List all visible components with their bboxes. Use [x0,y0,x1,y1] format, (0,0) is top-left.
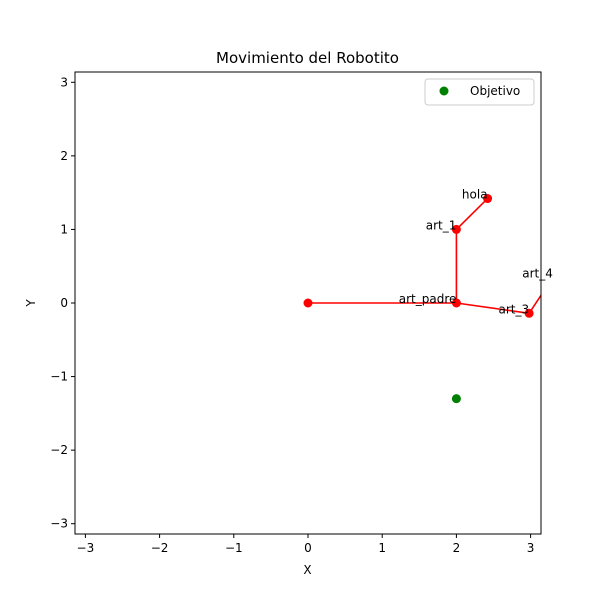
y-tick-label: 0 [60,296,68,310]
y-axis-label: Y [24,299,38,308]
legend-box [424,78,535,106]
robot-joint [483,194,493,204]
joint-labels: art_padre art_1 hola art_3 art_4 [399,188,553,317]
joint-label: art_3 [498,302,529,316]
y-tick-label: 2 [60,149,68,163]
joint-label: art_4 [522,266,553,280]
x-axis-label: X [303,563,311,577]
x-tick-label: 0 [304,541,312,555]
robot-joints [303,194,534,404]
robot-links [308,197,541,315]
y-tick-label: −3 [50,517,68,531]
y-tick-label: 1 [60,222,68,236]
x-tick-label: −1 [225,541,243,555]
legend: Objetivo [424,78,535,106]
robot-joint [524,308,534,318]
robot-link [456,302,530,315]
legend-marker-objetivo [439,86,449,96]
y-tick-label: 3 [60,75,68,89]
joint-label: art_padre [399,292,457,306]
robot-joint [303,298,313,308]
target-point [451,394,461,404]
x-tick-label: 1 [378,541,386,555]
chart-title: Movimiento del Robotito [216,49,399,67]
x-tick-label: 2 [453,541,461,555]
robot-joint [451,298,461,308]
y-tick-label: −1 [50,370,68,384]
robot-link [455,197,489,231]
y-axis-ticks: −3 −2 −1 0 1 2 3 [50,75,75,531]
robot-link [528,293,541,314]
x-axis-ticks: −3 −2 −1 0 1 2 3 [77,534,535,555]
x-tick-label: −2 [151,541,169,555]
legend-label-objetivo: Objetivo [470,84,520,98]
x-tick-label: −3 [77,541,95,555]
robot-joint [451,224,461,234]
x-tick-label: 3 [527,541,535,555]
joint-label: art_1 [426,218,457,232]
joint-label: hola [462,188,488,202]
y-tick-label: −2 [50,443,68,457]
